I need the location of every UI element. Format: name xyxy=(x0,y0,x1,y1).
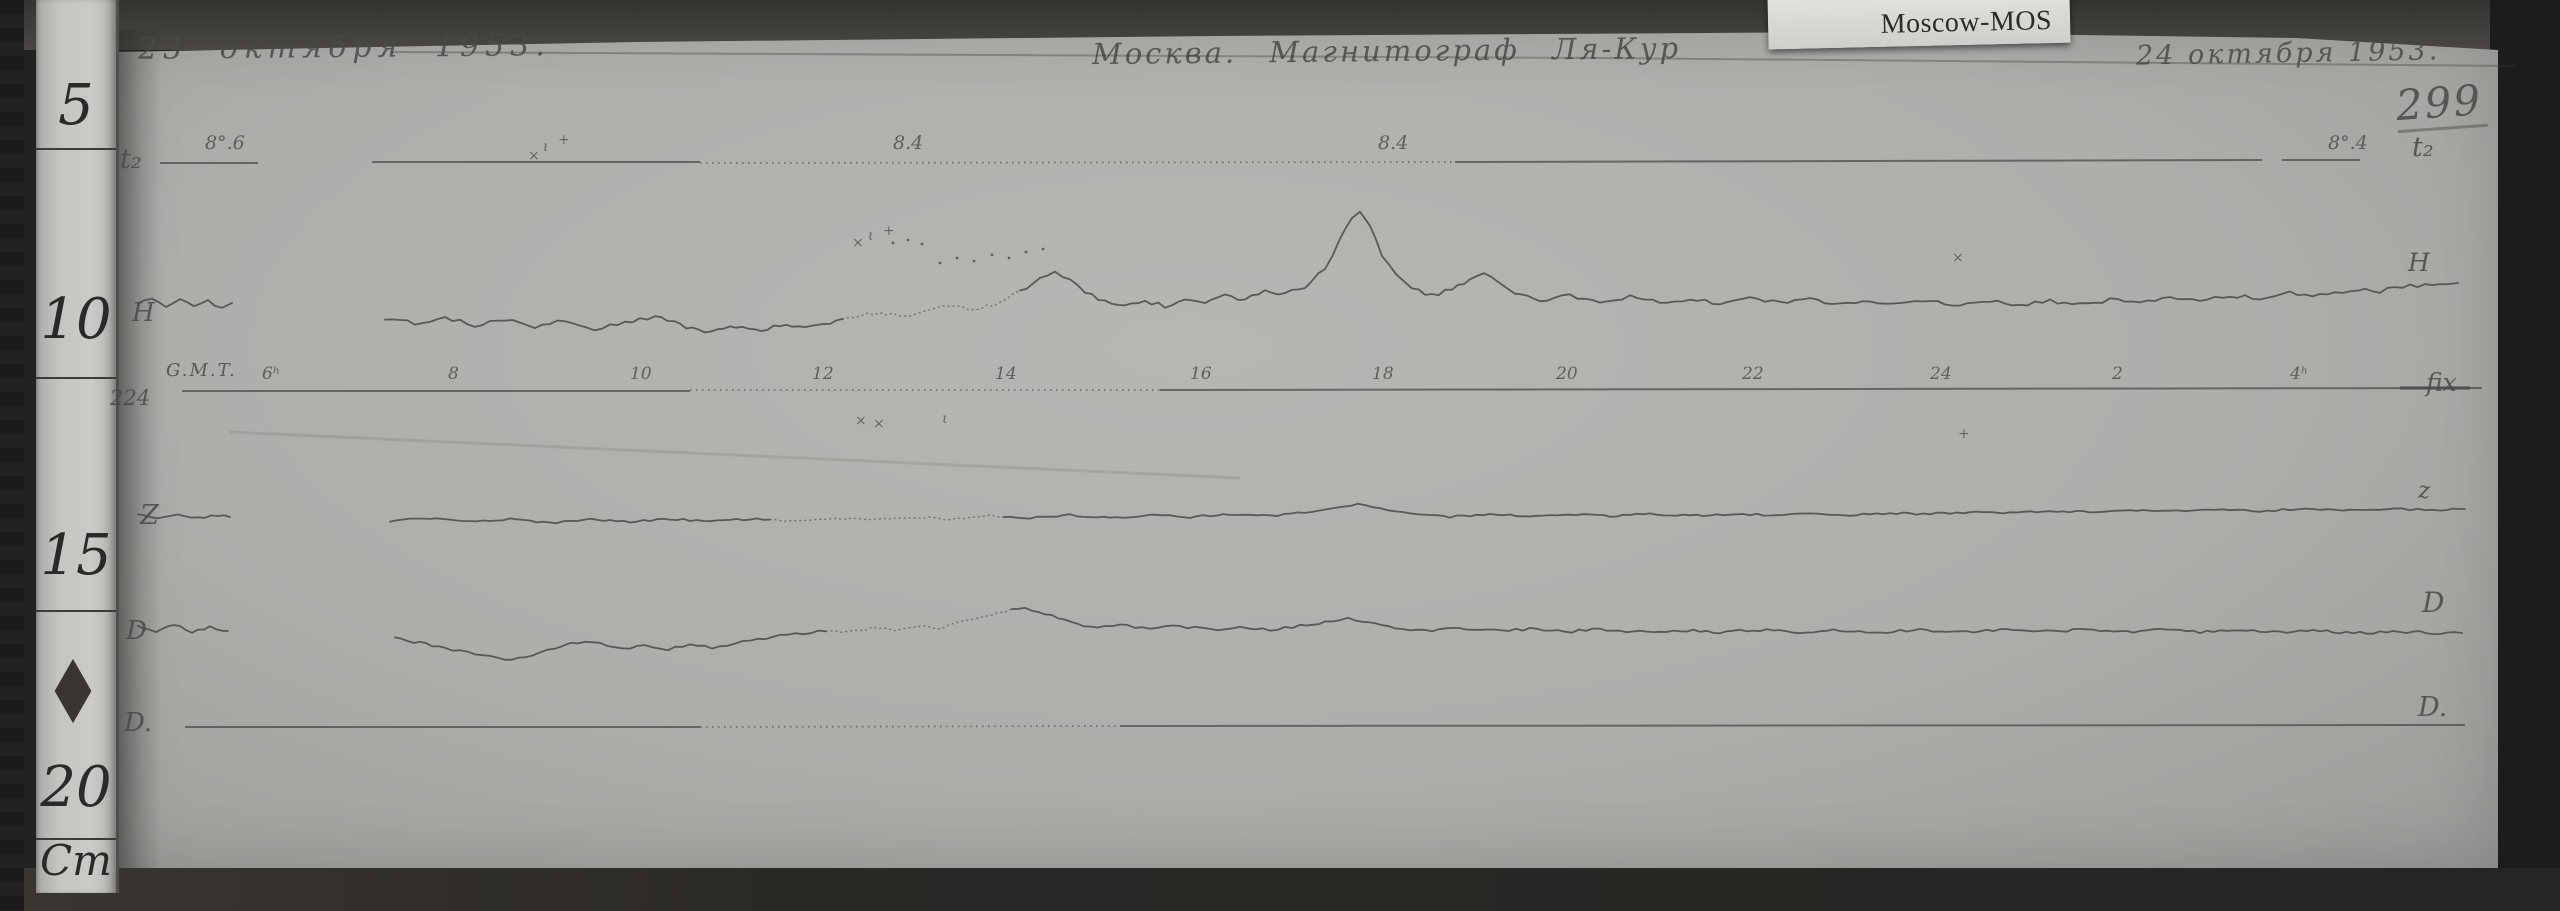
t2-label-left: t₂ xyxy=(120,144,142,175)
table-surface xyxy=(0,868,2560,911)
temperature-annotation: 8°.6 xyxy=(205,132,245,154)
svg-text:ι: ι xyxy=(868,228,874,244)
gmt-hour-label: 22 xyxy=(1742,364,1764,384)
svg-text:×: × xyxy=(873,416,885,432)
svg-text:ι: ι xyxy=(942,411,948,427)
date-right: 24 октября 1953. xyxy=(2135,35,2441,72)
svg-text:×: × xyxy=(852,235,864,251)
gmt-hour-label: 10 xyxy=(630,364,652,384)
temperature-annotation: 8.4 xyxy=(1378,132,1409,154)
temperature-annotation: 8.4 xyxy=(893,132,924,154)
svg-text:×: × xyxy=(855,413,867,429)
magnetogram-paper xyxy=(116,32,2498,868)
svg-text:×: × xyxy=(1952,250,1964,266)
d-trace-label-right: D xyxy=(2422,586,2445,619)
ruler-mark-5: 5 xyxy=(58,73,94,138)
gmt-hour-label: 4ʰ xyxy=(2290,364,2309,384)
d-baseline-label-left: D. xyxy=(124,708,153,738)
z-trace-label-left: Z xyxy=(140,500,159,531)
ruler-mark-10: 10 xyxy=(40,287,112,352)
ruler-graduation-line xyxy=(36,838,116,840)
svg-text:+: + xyxy=(1958,426,1970,442)
svg-text:+: + xyxy=(883,223,895,239)
svg-text:×: × xyxy=(528,148,540,164)
sheet-number: 299 xyxy=(2394,74,2488,134)
gmt-hour-label: 18 xyxy=(1372,364,1394,384)
h-trace-label-left: H xyxy=(132,298,155,328)
ruler-graduation-line xyxy=(36,610,116,612)
ruler-mark-15: 15 xyxy=(40,523,112,588)
gmt-hour-label: 8 xyxy=(448,364,459,384)
temperature-annotation: 8°.4 xyxy=(2328,132,2368,154)
ruler-unit-label: Cm xyxy=(40,836,112,885)
h-trace-label-right: H xyxy=(2408,248,2430,277)
gmt-hour-label: 20 xyxy=(1556,364,1578,384)
photo-right-shadow xyxy=(2490,0,2560,911)
z-trace-label-right: z xyxy=(2418,478,2431,504)
gmt-hour-label: 2 xyxy=(2112,364,2123,384)
d-baseline-label-right: D. xyxy=(2418,692,2448,723)
gmt-hour-label: 14 xyxy=(995,364,1017,384)
gmt-hour-label: 6ʰ xyxy=(262,364,281,384)
station-label: Moscow-MOS xyxy=(1880,4,2053,40)
date-left: 23 октября 1953. xyxy=(137,28,551,67)
paper-left-edge-shadow xyxy=(116,30,162,868)
svg-text:ι: ι xyxy=(543,139,549,155)
wood-grain-edge xyxy=(0,0,24,911)
ruler-mark-20: 20 xyxy=(40,755,112,820)
gmt-hour-label: 24 xyxy=(1930,364,1952,384)
gmt-hour-label: 16 xyxy=(1190,364,1212,384)
gmt-hour-label: 12 xyxy=(812,364,834,384)
svg-text:+: + xyxy=(558,132,570,148)
d-trace-label-left: D xyxy=(126,616,147,646)
baseline-left-value: 224 xyxy=(110,386,151,410)
ruler-graduation-line xyxy=(36,377,116,379)
gmt-axis-label: G.M.T. xyxy=(166,360,237,381)
t2-label-right: t₂ xyxy=(2412,132,2434,163)
ruler-graduation-line xyxy=(36,148,116,150)
fix-label-right: fix xyxy=(2426,368,2457,397)
station-id-card: Moscow-MOS xyxy=(1767,0,2071,50)
